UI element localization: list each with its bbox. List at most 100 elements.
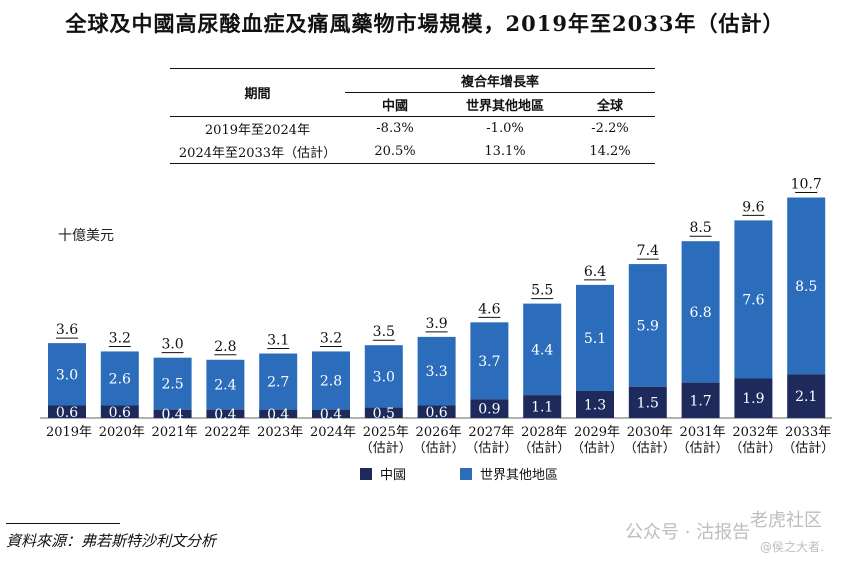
data-label-china: 1.1 <box>531 400 553 416</box>
data-label-china: 1.5 <box>637 395 659 411</box>
table-cell: -1.0% <box>445 116 565 140</box>
bar-china <box>100 405 139 418</box>
data-label-rest: 3.0 <box>56 367 78 383</box>
bar-rest <box>48 343 86 406</box>
x-tick-label: 2027年 <box>468 425 514 440</box>
data-label-rest: 7.6 <box>742 292 764 308</box>
x-tick-label: （估計） <box>360 440 412 456</box>
x-tick-label: 2022年 <box>204 425 250 440</box>
bar-china <box>259 409 298 418</box>
legend-label-china: 中國 <box>380 468 407 483</box>
legend-label-rest: 世界其他地區 <box>480 468 559 483</box>
data-label-china: 1.3 <box>584 397 606 413</box>
x-tick-label: （估計） <box>571 440 623 456</box>
source-rule <box>6 523 120 524</box>
bar-china <box>364 407 403 418</box>
x-tick-label: 2020年 <box>99 425 145 440</box>
x-tick-label: 2028年 <box>521 425 567 440</box>
bar-rest <box>153 357 192 410</box>
data-label-total: 3.5 <box>373 324 395 340</box>
data-label-china: 0.4 <box>267 407 289 423</box>
bar-rest <box>628 264 667 387</box>
data-label-china: 0.6 <box>56 405 78 421</box>
data-label-total: 3.1 <box>267 333 289 349</box>
period-header: 期間 <box>170 68 345 117</box>
data-label-rest: 2.8 <box>320 374 342 390</box>
column-header-china: 中國 <box>345 92 445 117</box>
source-note: 資料來源：弗若斯特沙利文分析 <box>6 532 217 550</box>
data-label-total: 3.2 <box>320 330 342 346</box>
x-tick-label: （估計） <box>624 440 676 456</box>
x-tick-label: （估計） <box>518 440 570 456</box>
legend-rest: 世界其他地區 <box>460 464 558 483</box>
x-tick-label: 2021年 <box>152 425 198 440</box>
cagr-table: 期間 複合年增長率 中國 世界其他地區 全球 2019年至2024年 -8.3%… <box>170 68 655 164</box>
x-tick-label: （估計） <box>465 440 517 456</box>
legend-china: 中國 <box>360 464 406 483</box>
x-tick-label: 2023年 <box>257 425 303 440</box>
data-label-china: 0.9 <box>478 402 500 418</box>
watermark-left: 公众号 · 沽报告 <box>625 522 751 543</box>
data-label-china: 1.7 <box>689 393 711 409</box>
data-label-china: 0.6 <box>425 405 447 421</box>
table-cell: -2.2% <box>565 116 655 140</box>
table-row-period: 2019年至2024年 <box>170 116 345 140</box>
x-tick-label: 2026年 <box>416 425 462 440</box>
x-tick-label: （估計） <box>413 440 465 456</box>
bar-rest <box>523 303 562 396</box>
table-cell: 14.2% <box>565 140 655 164</box>
x-tick-label: 2032年 <box>732 425 778 440</box>
table-cell: 20.5% <box>345 140 445 164</box>
bar-rest <box>417 336 456 406</box>
bar-rest <box>312 351 350 410</box>
data-label-rest: 8.5 <box>795 279 817 295</box>
data-label-rest: 3.3 <box>425 364 447 380</box>
bar-rest <box>681 241 720 383</box>
bar-china <box>312 409 350 418</box>
bar-rest <box>206 359 245 410</box>
bar-china <box>734 378 773 418</box>
data-label-total: 3.6 <box>56 322 78 338</box>
bar-rest <box>470 322 509 400</box>
bar-rest <box>100 351 139 406</box>
bar-china <box>628 386 667 418</box>
bar-rest <box>364 345 403 408</box>
column-header-rest: 世界其他地區 <box>445 92 565 117</box>
data-label-rest: 5.9 <box>637 318 659 334</box>
data-label-total: 7.4 <box>637 243 659 259</box>
data-label-total: 3.9 <box>425 316 447 332</box>
bar-china <box>153 409 192 418</box>
bar-china <box>681 382 720 418</box>
table-row-period: 2024年至2033年（估計） <box>170 140 345 164</box>
data-label-total: 3.2 <box>109 330 131 346</box>
x-tick-label: 2033年 <box>785 425 831 440</box>
table-cell: -8.3% <box>345 116 445 140</box>
data-label-rest: 6.8 <box>689 305 711 321</box>
watermark-right: 老虎社区 <box>750 510 822 531</box>
x-tick-label: 2025年 <box>363 425 409 440</box>
cagr-group-header: 複合年增長率 <box>345 68 655 93</box>
x-tick-label: 2029年 <box>574 425 620 440</box>
data-label-total: 9.6 <box>742 199 764 215</box>
data-label-rest: 2.7 <box>267 375 289 391</box>
data-label-rest: 4.4 <box>531 342 553 358</box>
data-label-total: 4.6 <box>478 301 500 317</box>
bar-china <box>48 405 86 418</box>
column-header-global: 全球 <box>565 92 655 117</box>
legend-swatch-china <box>360 468 372 480</box>
data-label-rest: 2.5 <box>161 377 183 393</box>
data-label-total: 8.5 <box>689 220 711 236</box>
bar-china <box>576 390 614 418</box>
data-label-total: 2.8 <box>214 339 236 355</box>
data-label-china: 1.9 <box>742 391 764 407</box>
x-tick-label: 2019年 <box>46 425 92 440</box>
data-label-rest: 5.1 <box>584 331 606 347</box>
data-label-total: 6.4 <box>584 264 606 280</box>
table-cell: 13.1% <box>445 140 565 164</box>
bar-rest <box>734 220 773 379</box>
watermark-sub: @侯之大者. <box>760 540 824 554</box>
chart-title: 全球及中國高尿酸血症及痛風藥物市場規模，2019年至2033年（估計） <box>65 11 785 36</box>
x-tick-label: 2030年 <box>627 425 673 440</box>
bar-china <box>206 409 245 418</box>
x-tick-label: 2024年 <box>310 425 356 440</box>
